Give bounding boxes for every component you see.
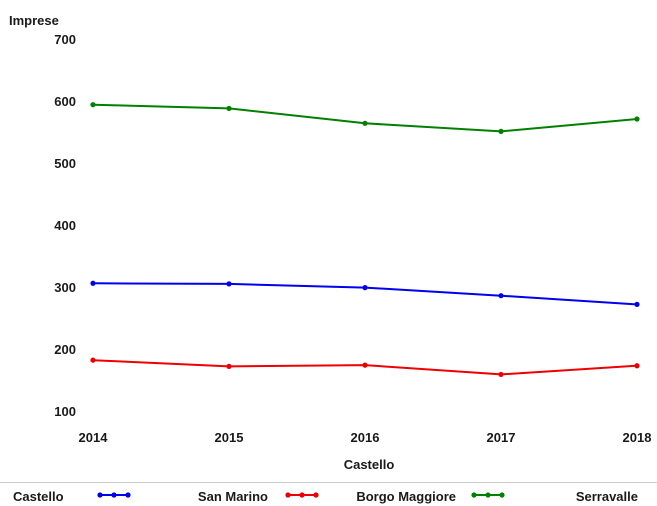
data-point-borgo-maggiore xyxy=(90,357,96,363)
y-axis-title: Imprese xyxy=(9,13,59,28)
y-tick-label: 700 xyxy=(54,32,76,47)
data-point-borgo-maggiore xyxy=(226,363,232,369)
series-line-serravalle xyxy=(92,103,638,133)
y-tick-label: 600 xyxy=(54,94,76,109)
legend-swatch-borgo-maggiore xyxy=(285,492,319,498)
data-point-san-marino xyxy=(362,285,368,291)
data-point-serravalle xyxy=(362,120,368,126)
series-layer xyxy=(90,102,640,378)
legend-label-borgo-maggiore: Borgo Maggiore xyxy=(356,489,456,504)
legend-swatch-san-marino xyxy=(97,492,131,498)
x-axis-title: Castello xyxy=(344,457,395,472)
x-tick-label: 2015 xyxy=(215,430,244,445)
x-tick-label: 2016 xyxy=(351,430,380,445)
data-point-serravalle xyxy=(90,102,96,108)
data-point-serravalle xyxy=(226,105,232,112)
y-tick-label: 400 xyxy=(54,218,76,233)
x-tick-label: 2014 xyxy=(79,430,109,445)
legend-swatch-serravalle xyxy=(471,492,505,498)
x-tick-label: 2018 xyxy=(623,430,652,445)
legend: Castello San Marino Borgo Maggiore Serrava… xyxy=(13,489,638,504)
y-tick-label: 500 xyxy=(54,156,76,171)
y-axis-ticks: 100 200 300 400 500 600 700 xyxy=(54,32,76,419)
y-tick-label: 100 xyxy=(54,404,76,419)
legend-title: Castello xyxy=(13,489,64,504)
data-point-san-marino xyxy=(226,281,232,287)
data-point-san-marino xyxy=(498,293,504,299)
x-axis-ticks: 2014 2015 2016 2017 2018 xyxy=(79,430,652,445)
legend-label-san-marino: San Marino xyxy=(198,489,268,504)
legend-label-serravalle: Serravalle xyxy=(576,489,638,504)
data-point-borgo-maggiore xyxy=(362,362,368,368)
data-point-serravalle xyxy=(634,116,640,122)
x-tick-label: 2017 xyxy=(487,430,516,445)
data-point-borgo-maggiore xyxy=(634,363,640,369)
data-point-serravalle xyxy=(498,128,504,134)
y-tick-label: 300 xyxy=(54,280,76,295)
y-tick-label: 200 xyxy=(54,342,76,357)
data-point-borgo-maggiore xyxy=(498,371,504,378)
data-point-san-marino xyxy=(90,280,96,286)
data-point-san-marino xyxy=(634,301,640,307)
